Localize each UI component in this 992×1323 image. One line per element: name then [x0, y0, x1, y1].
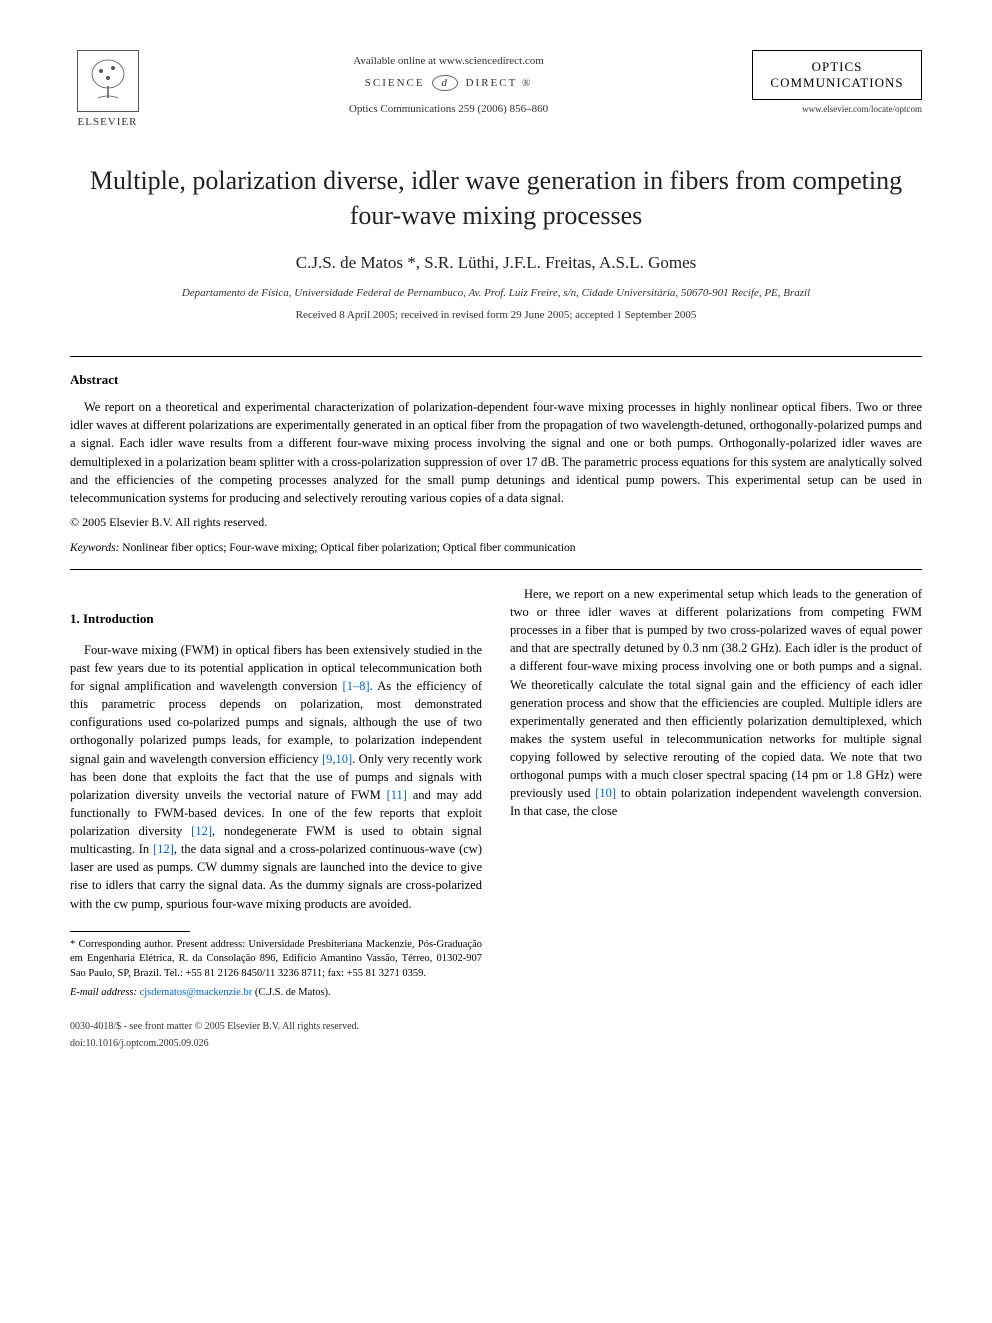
citation-link[interactable]: [10] [595, 786, 616, 800]
science-direct-logo: SCIENCE d DIRECT ® [145, 75, 752, 91]
registered-icon: ® [522, 77, 532, 89]
page-header: ELSEVIER Available online at www.science… [70, 50, 922, 128]
available-online-text: Available online at www.sciencedirect.co… [145, 55, 752, 67]
doi-line: doi:10.1016/j.optcom.2005.09.026 [70, 1037, 482, 1052]
front-matter-line: 0030-4018/$ - see front matter © 2005 El… [70, 1020, 482, 1035]
citation-link[interactable]: [12] [153, 842, 174, 856]
journal-name-box: OPTICS COMMUNICATIONS [752, 50, 922, 100]
abstract-heading: Abstract [70, 372, 922, 388]
citation-link[interactable]: [11] [387, 788, 407, 802]
journal-name-line2: COMMUNICATIONS [763, 75, 911, 91]
article-dates: Received 8 April 2005; received in revis… [70, 309, 922, 321]
keywords-line: Keywords: Nonlinear fiber optics; Four-w… [70, 542, 922, 554]
section-1-heading: 1. Introduction [70, 610, 482, 629]
elsevier-tree-icon [77, 50, 139, 112]
publisher-logo: ELSEVIER [70, 50, 145, 128]
journal-reference: Optics Communications 259 (2006) 856–860 [145, 103, 752, 115]
article-authors: C.J.S. de Matos *, S.R. Lüthi, J.F.L. Fr… [70, 253, 922, 273]
email-link[interactable]: cjsdematos@mackenzie.br [137, 987, 252, 998]
article-affiliation: Departamento de Física, Universidade Fed… [70, 287, 922, 299]
citation-link[interactable]: [1–8] [343, 679, 370, 693]
abstract-body: We report on a theoretical and experimen… [70, 398, 922, 507]
divider-top [70, 356, 922, 357]
publisher-name: ELSEVIER [78, 116, 138, 128]
divider-bottom [70, 569, 922, 570]
keywords-label: Keywords: [70, 542, 119, 554]
header-right: OPTICS COMMUNICATIONS www.elsevier.com/l… [752, 50, 922, 114]
journal-url: www.elsevier.com/locate/optcom [752, 104, 922, 114]
article-title: Multiple, polarization diverse, idler wa… [70, 163, 922, 233]
corresponding-author-footnote: * Corresponding author. Present address:… [70, 938, 482, 982]
abstract-copyright: © 2005 Elsevier B.V. All rights reserved… [70, 515, 922, 530]
email-footnote: E-mail address: cjsdematos@mackenzie.br … [70, 986, 482, 1001]
citation-link[interactable]: [9,10] [322, 752, 352, 766]
email-label: E-mail address: [70, 987, 137, 998]
keywords-values: Nonlinear fiber optics; Four-wave mixing… [119, 542, 575, 554]
email-suffix: (C.J.S. de Matos). [252, 987, 330, 998]
science-direct-at-icon: d [432, 75, 458, 91]
science-direct-right: DIRECT [466, 77, 518, 89]
header-center: Available online at www.sciencedirect.co… [145, 50, 752, 115]
intro-paragraph-2: Here, we report on a new experimental se… [510, 585, 922, 821]
journal-name-line1: OPTICS [763, 59, 911, 75]
body-columns: 1. Introduction Four-wave mixing (FWM) i… [70, 585, 922, 1051]
footnote-separator [70, 931, 190, 932]
science-direct-left: SCIENCE [365, 77, 425, 89]
intro-paragraph-1: Four-wave mixing (FWM) in optical fibers… [70, 641, 482, 913]
citation-link[interactable]: [12] [191, 824, 212, 838]
